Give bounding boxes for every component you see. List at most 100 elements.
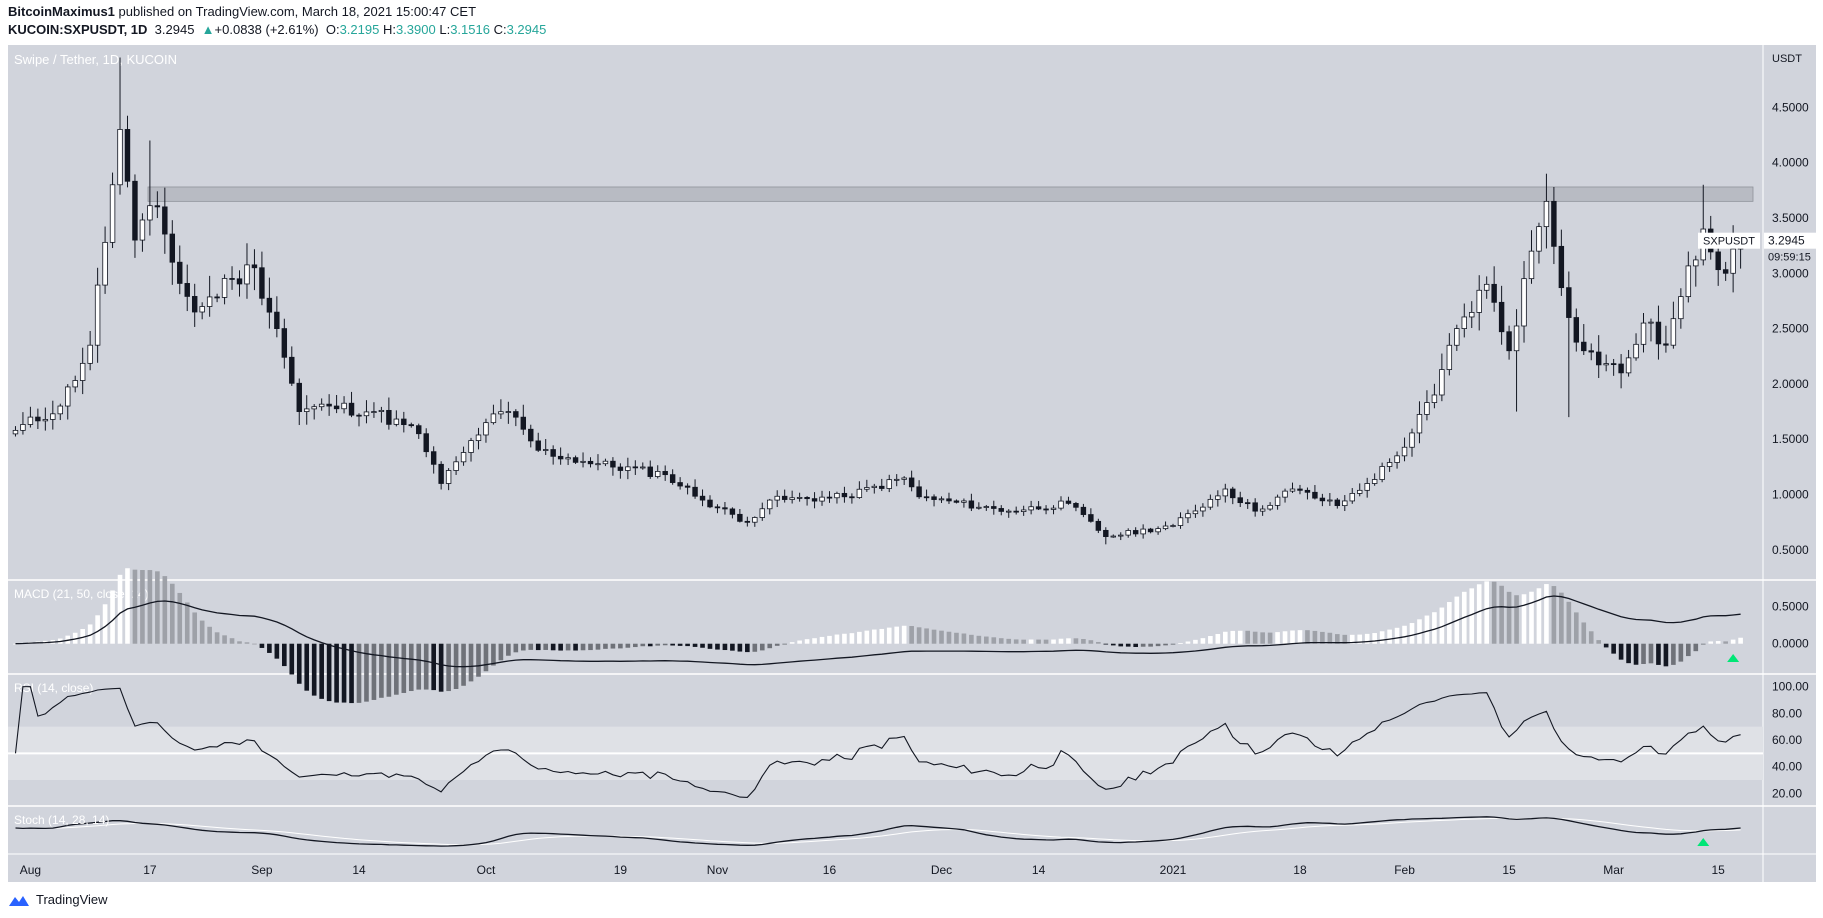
stoch-k-line xyxy=(15,816,1741,847)
macd-histogram-bar xyxy=(155,571,160,644)
candle-body xyxy=(826,496,833,499)
candle-body xyxy=(1454,328,1460,346)
macd-histogram-bar xyxy=(1379,631,1385,644)
candle-body xyxy=(27,416,34,425)
macd-histogram-bar xyxy=(1163,643,1168,646)
macd-histogram-bar xyxy=(886,627,892,644)
macd-histogram-bar xyxy=(274,643,280,659)
candle-body xyxy=(804,497,810,500)
candle-body xyxy=(640,466,646,469)
macd-histogram-bar xyxy=(199,620,205,644)
candle-body xyxy=(1469,312,1475,318)
candle-body xyxy=(416,425,422,435)
rsi-tick-label: 80.00 xyxy=(1772,706,1802,720)
macd-histogram-bar xyxy=(550,643,556,651)
candle-body xyxy=(625,466,631,471)
candle-body xyxy=(1722,269,1729,274)
macd-histogram-bar xyxy=(1275,632,1280,644)
macd-histogram-bar xyxy=(543,643,549,650)
candle-body xyxy=(1192,510,1199,515)
candle-body xyxy=(259,267,265,299)
candle-body xyxy=(1543,200,1550,228)
time-tick-label: Sep xyxy=(251,863,273,877)
macd-histogram-bar xyxy=(110,590,115,644)
macd-histogram-bar xyxy=(827,635,832,644)
close-label: C: xyxy=(493,22,507,37)
macd-histogram-bar xyxy=(1021,639,1026,644)
candle-body xyxy=(1364,483,1370,491)
author-name[interactable]: BitcoinMaximus1 xyxy=(8,4,115,19)
candle-body xyxy=(1573,317,1580,343)
candle-body xyxy=(1267,504,1273,510)
candle-body xyxy=(617,466,624,471)
macd-histogram-bar xyxy=(752,643,758,652)
macd-histogram-bar xyxy=(379,643,384,698)
candle-body xyxy=(311,406,317,410)
candle-body xyxy=(729,508,736,515)
candle-body xyxy=(281,328,288,358)
candle-body xyxy=(901,477,907,480)
candle-body xyxy=(12,429,19,435)
footer: TradingView xyxy=(8,892,108,907)
macd-histogram-bar xyxy=(184,602,190,644)
macd-histogram-bar xyxy=(976,635,982,644)
candle-body xyxy=(356,414,362,417)
candle-body xyxy=(371,411,377,413)
macd-histogram-bar xyxy=(498,643,504,661)
candle-body xyxy=(498,411,504,415)
candle-body xyxy=(1132,530,1139,535)
macd-histogram-bar xyxy=(1551,586,1557,644)
candle-body xyxy=(1401,446,1408,457)
candle-body xyxy=(1110,535,1116,538)
macd-histogram-bar xyxy=(468,643,474,682)
candle-body xyxy=(662,471,668,476)
macd-histogram-bar xyxy=(207,626,212,644)
time-tick-label: 16 xyxy=(823,863,837,877)
macd-histogram-bar xyxy=(1320,631,1325,644)
macd-histogram-bar xyxy=(1043,639,1049,644)
macd-histogram-bar xyxy=(1432,612,1437,644)
price-axis-unit: USDT xyxy=(1772,53,1802,65)
macd-histogram-bar xyxy=(871,629,877,644)
candle-body xyxy=(856,488,863,498)
candle-body xyxy=(1140,528,1146,535)
price-tick-label: 1.0000 xyxy=(1772,488,1809,502)
candle-body xyxy=(938,498,945,501)
candle-body xyxy=(684,485,691,488)
macd-histogram-bar xyxy=(1596,640,1602,644)
time-tick-label: Feb xyxy=(1394,863,1415,877)
brand-name[interactable]: TradingView xyxy=(36,892,108,907)
candle-body xyxy=(1155,528,1161,533)
macd-histogram-bar xyxy=(1185,641,1191,644)
macd-histogram-bar xyxy=(1521,594,1527,644)
candle-body xyxy=(1282,490,1288,498)
macd-histogram-bar xyxy=(341,643,347,703)
macd-histogram-bar xyxy=(1387,629,1392,644)
macd-histogram-bar xyxy=(819,636,825,644)
macd-histogram-bar xyxy=(1215,633,1221,644)
price-tag-label: SXPUSDT xyxy=(1703,236,1755,248)
macd-histogram-bar xyxy=(954,632,959,644)
macd-histogram-bar xyxy=(125,568,130,644)
candle-body xyxy=(1625,357,1632,374)
candle-body xyxy=(879,485,885,489)
up-arrow-icon: ▲ xyxy=(201,22,215,37)
macd-histogram-bar xyxy=(1170,643,1176,645)
candle-body xyxy=(1185,513,1191,519)
candle-body xyxy=(1215,495,1221,500)
candle-body xyxy=(669,474,676,483)
macd-histogram-bar xyxy=(759,643,765,651)
macd-histogram-bar xyxy=(446,643,451,692)
macd-histogram-bar xyxy=(289,643,295,675)
candle-body xyxy=(1222,488,1229,497)
macd-histogram-bar xyxy=(252,643,257,645)
macd-histogram-bar xyxy=(647,643,653,647)
macd-histogram-bar xyxy=(95,615,100,644)
candle-body xyxy=(1304,489,1311,493)
time-tick-label: Aug xyxy=(20,863,41,877)
macd-histogram-bar xyxy=(177,592,183,644)
macd-histogram-bar xyxy=(1686,643,1691,657)
candle-body xyxy=(1498,301,1505,333)
candle-body xyxy=(557,455,564,460)
